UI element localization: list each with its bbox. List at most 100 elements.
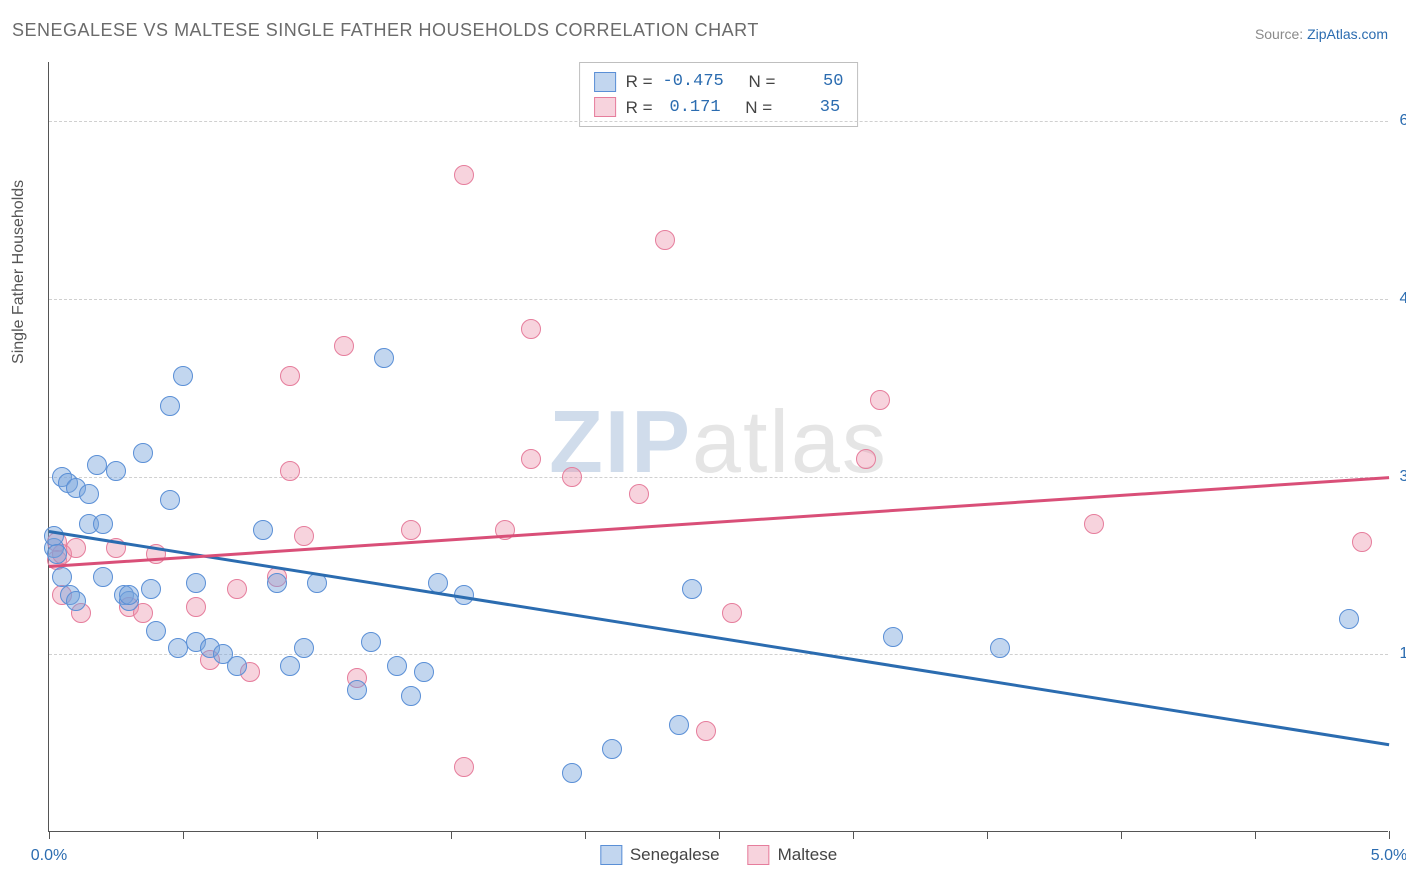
data-point-senegalese xyxy=(119,585,139,605)
data-point-senegalese xyxy=(401,686,421,706)
data-point-senegalese xyxy=(602,739,622,759)
y-tick-label: 1.5% xyxy=(1392,645,1406,663)
y-axis-label: Single Father Households xyxy=(10,179,28,363)
data-point-senegalese xyxy=(883,627,903,647)
data-point-maltese xyxy=(521,319,541,339)
data-point-senegalese xyxy=(141,579,161,599)
data-point-maltese xyxy=(521,449,541,469)
data-point-maltese xyxy=(1352,532,1372,552)
data-point-senegalese xyxy=(347,680,367,700)
data-point-senegalese xyxy=(66,591,86,611)
stats-r-label: R = xyxy=(626,69,653,95)
data-point-senegalese xyxy=(267,573,287,593)
x-tick xyxy=(1121,831,1122,839)
data-point-senegalese xyxy=(47,544,67,564)
data-point-maltese xyxy=(562,467,582,487)
data-point-maltese xyxy=(280,461,300,481)
data-point-senegalese xyxy=(361,632,381,652)
x-tick xyxy=(49,831,50,839)
legend-item-senegalese: Senegalese xyxy=(600,845,720,865)
legend-label-maltese: Maltese xyxy=(778,845,838,865)
data-point-senegalese xyxy=(1339,609,1359,629)
stats-n-label-2: N = xyxy=(745,95,772,121)
data-point-maltese xyxy=(454,165,474,185)
data-point-maltese xyxy=(294,526,314,546)
gridline xyxy=(49,654,1388,655)
legend: Senegalese Maltese xyxy=(600,845,837,865)
source-prefix: Source: xyxy=(1255,26,1307,42)
legend-swatch-maltese xyxy=(748,845,770,865)
data-point-senegalese xyxy=(168,638,188,658)
x-tick xyxy=(853,831,854,839)
y-tick-label: 6.0% xyxy=(1392,112,1406,130)
stats-r-senegalese: -0.475 xyxy=(663,69,724,95)
stats-box: R = -0.475 N = 50 R = 0.171 N = 35 xyxy=(579,62,859,127)
data-point-maltese xyxy=(722,603,742,623)
data-point-senegalese xyxy=(374,348,394,368)
stats-n-label: N = xyxy=(748,69,775,95)
data-point-maltese xyxy=(66,538,86,558)
gridline xyxy=(49,121,1388,122)
source-attribution: Source: ZipAtlas.com xyxy=(1255,26,1388,42)
gridline xyxy=(49,299,1388,300)
data-point-senegalese xyxy=(280,656,300,676)
gridline xyxy=(49,477,1388,478)
x-tick xyxy=(1389,831,1390,839)
data-point-senegalese xyxy=(990,638,1010,658)
data-point-maltese xyxy=(227,579,247,599)
x-tick xyxy=(987,831,988,839)
correlation-chart: SENEGALESE VS MALTESE SINGLE FATHER HOUS… xyxy=(0,0,1406,892)
data-point-senegalese xyxy=(669,715,689,735)
data-point-senegalese xyxy=(133,443,153,463)
x-tick xyxy=(317,831,318,839)
legend-swatch-senegalese xyxy=(600,845,622,865)
data-point-senegalese xyxy=(253,520,273,540)
data-point-senegalese xyxy=(160,490,180,510)
watermark-rest: atlas xyxy=(692,391,888,490)
stats-row-maltese: R = 0.171 N = 35 xyxy=(594,95,844,121)
trendline-senegalese xyxy=(49,530,1389,746)
y-tick-label: 3.0% xyxy=(1392,468,1406,486)
legend-label-senegalese: Senegalese xyxy=(630,845,720,865)
data-point-senegalese xyxy=(106,461,126,481)
data-point-maltese xyxy=(454,757,474,777)
stats-n-senegalese: 50 xyxy=(785,69,843,95)
plot-area: Single Father Households ZIPatlas R = -0… xyxy=(48,62,1388,832)
data-point-maltese xyxy=(186,597,206,617)
data-point-senegalese xyxy=(227,656,247,676)
data-point-senegalese xyxy=(87,455,107,475)
data-point-senegalese xyxy=(186,573,206,593)
data-point-senegalese xyxy=(414,662,434,682)
x-tick xyxy=(719,831,720,839)
x-tick xyxy=(451,831,452,839)
data-point-senegalese xyxy=(93,514,113,534)
x-tick xyxy=(1255,831,1256,839)
data-point-maltese xyxy=(1084,514,1104,534)
data-point-senegalese xyxy=(173,366,193,386)
y-tick-label: 4.5% xyxy=(1392,290,1406,308)
trendline-maltese xyxy=(49,477,1389,568)
source-link[interactable]: ZipAtlas.com xyxy=(1307,26,1388,42)
data-point-maltese xyxy=(696,721,716,741)
x-tick-label: 0.0% xyxy=(31,847,67,865)
swatch-senegalese xyxy=(594,72,616,92)
data-point-maltese xyxy=(280,366,300,386)
data-point-maltese xyxy=(655,230,675,250)
x-tick xyxy=(183,831,184,839)
data-point-senegalese xyxy=(562,763,582,783)
data-point-senegalese xyxy=(682,579,702,599)
data-point-maltese xyxy=(401,520,421,540)
data-point-senegalese xyxy=(146,621,166,641)
x-tick xyxy=(585,831,586,839)
stats-n-maltese: 35 xyxy=(782,95,840,121)
stats-row-senegalese: R = -0.475 N = 50 xyxy=(594,69,844,95)
data-point-maltese xyxy=(870,390,890,410)
swatch-maltese xyxy=(594,97,616,117)
data-point-maltese xyxy=(629,484,649,504)
data-point-senegalese xyxy=(79,484,99,504)
data-point-senegalese xyxy=(160,396,180,416)
stats-r-label-2: R = xyxy=(626,95,653,121)
chart-title: SENEGALESE VS MALTESE SINGLE FATHER HOUS… xyxy=(12,20,759,41)
data-point-maltese xyxy=(334,336,354,356)
legend-item-maltese: Maltese xyxy=(748,845,838,865)
